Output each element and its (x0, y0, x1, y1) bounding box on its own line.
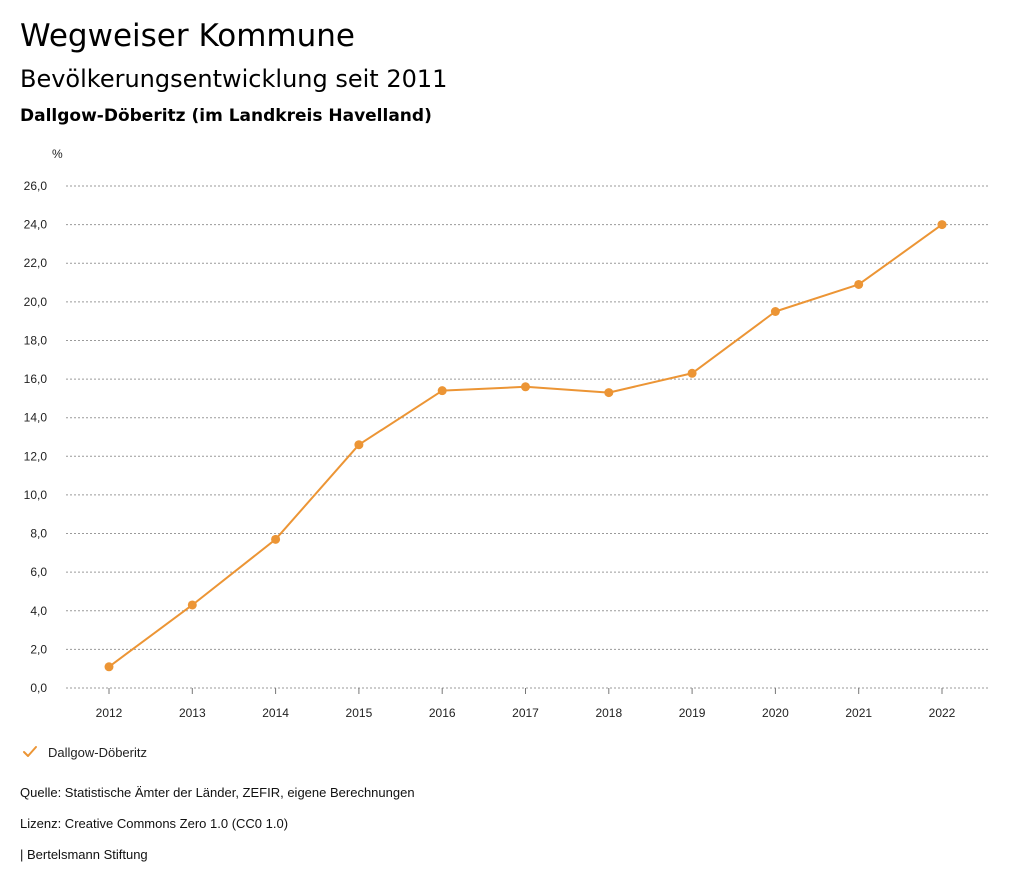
y-axis-unit-label: % (52, 147, 63, 161)
x-tick-label: 2022 (929, 706, 956, 720)
data-point[interactable] (187, 600, 197, 610)
y-tick-label: 12,0 (24, 449, 48, 463)
y-tick-label: 22,0 (24, 256, 48, 270)
license-note: Lizenz: Creative Commons Zero 1.0 (CC0 1… (20, 816, 289, 831)
data-point[interactable] (271, 534, 281, 544)
y-axis-ticks: 0,0 2,0 4,0 6,0 8,0 10,0 12,0 14,0 16,0 18,0 20,0 2… (24, 179, 48, 695)
x-tick-label: 2013 (179, 706, 206, 720)
y-tick-label: 8,0 (30, 527, 47, 541)
x-tick-label: 2014 (262, 706, 289, 720)
y-tick-label: 20,0 (24, 295, 48, 309)
y-tick-label: 6,0 (30, 565, 47, 579)
y-tick-label: 18,0 (24, 333, 48, 347)
source-note: Quelle: Statistische Ämter der Länder, Z… (20, 785, 415, 800)
y-tick-label: 16,0 (24, 372, 48, 386)
data-point[interactable] (687, 368, 697, 378)
data-point[interactable] (854, 279, 864, 289)
region-label: Dallgow-Döberitz (im Landkreis Havelland… (20, 106, 432, 126)
gridlines (66, 185, 990, 689)
y-tick-label: 14,0 (24, 411, 48, 425)
line-chart: % 0,0 2,0 4,0 6,0 8,0 10,0 12,0 14,0 16,0 18,0 20,… (24, 147, 990, 720)
data-point[interactable] (104, 662, 114, 672)
y-tick-label: 24,0 (24, 218, 48, 232)
data-point[interactable] (604, 388, 614, 398)
checkmark-icon (23, 746, 37, 757)
data-point[interactable] (937, 220, 947, 230)
x-tick-label: 2015 (346, 706, 373, 720)
series-line-dallgow-doeberitz (108, 223, 943, 668)
credit-note: | Bertelsmann Stiftung (20, 847, 148, 862)
data-point[interactable] (770, 307, 780, 316)
x-tick-label: 2012 (96, 706, 123, 720)
series-group (104, 220, 947, 672)
y-tick-label: 2,0 (30, 642, 47, 656)
x-tick-label: 2021 (845, 706, 872, 720)
y-tick-label: 0,0 (30, 681, 47, 695)
data-point[interactable] (437, 386, 447, 396)
x-tick-label: 2018 (595, 706, 622, 720)
x-tick-label: 2017 (512, 706, 539, 720)
y-tick-label: 4,0 (30, 604, 47, 618)
legend-item-dallgow-doeberitz[interactable]: Dallgow-Döberitz (22, 744, 147, 760)
y-tick-label: 10,0 (24, 488, 48, 502)
x-tick-label: 2019 (679, 706, 706, 720)
x-tick-label: 2020 (762, 706, 789, 720)
chart-title: Wegweiser Kommune (20, 18, 355, 54)
x-axis-ticks: 2012 2013 2014 2015 2016 2017 2018 2019 2020 2021… (96, 688, 956, 720)
data-point[interactable] (354, 440, 364, 450)
x-tick-label: 2016 (429, 706, 456, 720)
y-tick-label: 26,0 (24, 179, 48, 193)
data-point[interactable] (521, 382, 530, 392)
legend-label: Dallgow-Döberitz (48, 744, 147, 760)
chart-subtitle: Bevölkerungsentwicklung seit 2011 (20, 65, 448, 93)
